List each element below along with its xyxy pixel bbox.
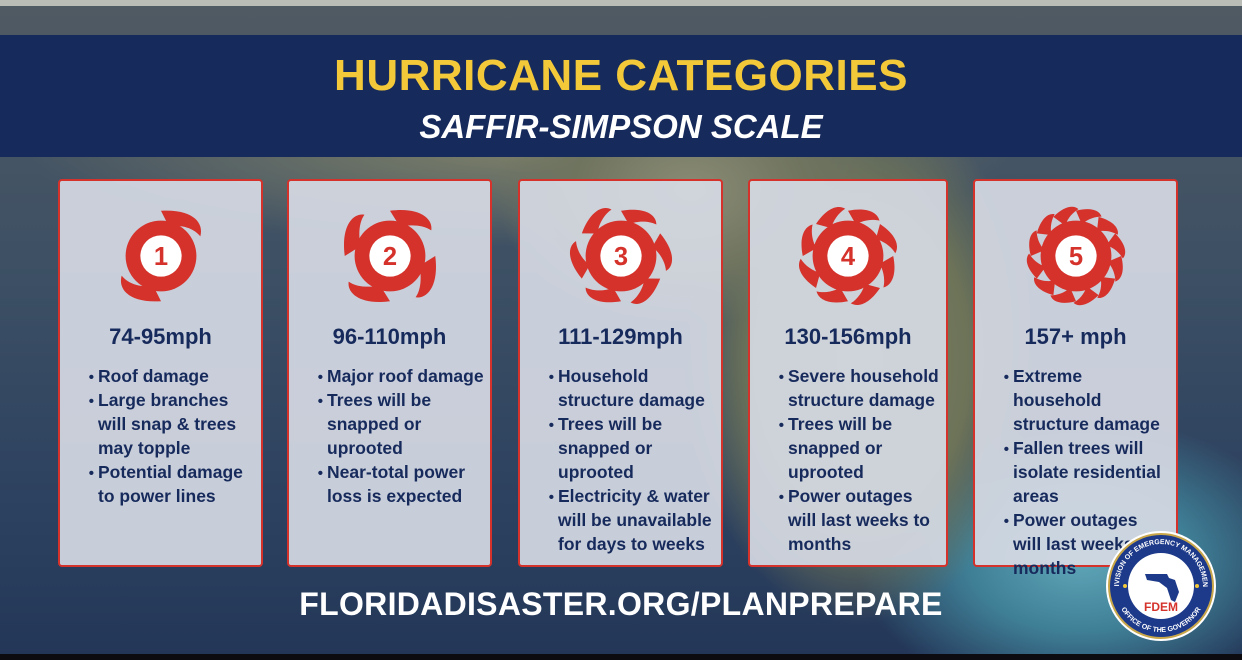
page-title: HURRICANE CATEGORIES [334, 51, 908, 100]
list-item: Power outages will last weeks to months [784, 484, 940, 556]
category-card-3: 3 111-129mph Household structure damage … [518, 179, 723, 567]
category-card-4: 4 130-156mph Severe household structure … [748, 179, 948, 567]
list-item: Power outages will last weeks to months [1009, 508, 1170, 580]
list-item: Fallen trees will isolate residential ar… [1009, 436, 1170, 508]
fdem-seal-logo: DIVISION OF EMERGENCY MANAGEMENT OFFICE … [1105, 530, 1216, 641]
list-item: Roof damage [94, 364, 255, 388]
list-item: Potential damage to power lines [94, 460, 255, 508]
list-item: Extreme household structure damage [1009, 364, 1170, 436]
list-item: Large branches will snap & trees may top… [94, 388, 255, 460]
list-item: Trees will be snapped or uprooted [784, 412, 940, 484]
damage-list: Household structure damage Trees will be… [534, 364, 715, 556]
list-item: Severe household structure damage [784, 364, 940, 412]
damage-list: Extreme household structure damage Falle… [989, 364, 1170, 580]
wind-speed: 74-95mph [109, 324, 212, 349]
svg-text:FDEM: FDEM [1144, 600, 1178, 614]
svg-text:4: 4 [841, 243, 856, 271]
category-card-1: 1 74-95mph Roof damage Large branches wi… [58, 179, 263, 567]
hurricane-category-4-icon: 4 [792, 200, 904, 312]
wind-speed: 96-110mph [332, 324, 447, 349]
list-item: Trees will be snapped or uprooted [323, 388, 484, 460]
page-subtitle: SAFFIR-SIMPSON SCALE [419, 108, 823, 145]
wind-speed: 157+ mph [1024, 324, 1127, 349]
hurricane-category-1-icon: 1 [120, 210, 201, 302]
hurricane-category-2-icon: 2 [343, 209, 436, 303]
damage-list: Major roof damage Trees will be snapped … [303, 364, 484, 508]
website-url: FLORIDADISASTER.ORG/PLANPREPARE [299, 586, 943, 622]
hurricane-category-5-icon: 5 [1022, 202, 1129, 310]
svg-text:1: 1 [153, 243, 167, 271]
header-banner: HURRICANE CATEGORIES SAFFIR-SIMPSON SCAL… [0, 35, 1242, 157]
top-edge [0, 0, 1242, 6]
list-item: Household structure damage [554, 364, 715, 412]
svg-text:5: 5 [1068, 243, 1082, 271]
bottom-edge [0, 654, 1242, 660]
wind-speed: 111-129mph [558, 324, 683, 349]
list-item: Major roof damage [323, 364, 484, 388]
svg-text:2: 2 [382, 243, 396, 271]
category-card-5: 5 157+ mph Extreme household structure d… [973, 179, 1178, 578]
list-item: Near-total power loss is expected [323, 460, 484, 508]
hurricane-category-3-icon: 3 [562, 202, 679, 310]
category-card-2: 2 96-110mph Major roof damage Trees will… [287, 179, 492, 567]
list-item: Electricity & water will be unavailable … [554, 484, 715, 556]
svg-text:3: 3 [613, 243, 627, 271]
damage-list: Roof damage Large branches will snap & t… [74, 364, 255, 508]
wind-speed: 130-156mph [784, 324, 912, 349]
list-item: Trees will be snapped or uprooted [554, 412, 715, 484]
damage-list: Severe household structure damage Trees … [764, 364, 940, 556]
